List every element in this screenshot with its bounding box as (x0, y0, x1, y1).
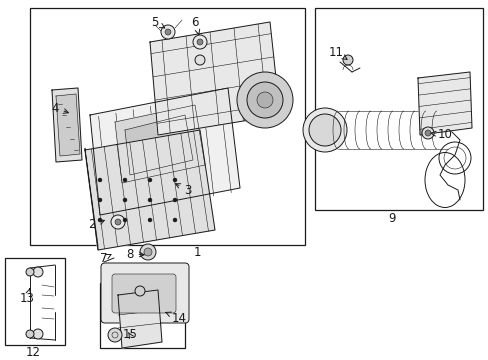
Circle shape (148, 178, 152, 182)
Circle shape (115, 219, 121, 225)
Polygon shape (85, 130, 215, 250)
Circle shape (26, 268, 34, 276)
Circle shape (161, 25, 175, 39)
Circle shape (135, 286, 145, 296)
Circle shape (342, 55, 352, 65)
Text: 6: 6 (191, 15, 199, 35)
Text: 9: 9 (387, 211, 395, 225)
Circle shape (173, 178, 177, 182)
Circle shape (246, 82, 283, 118)
Text: 15: 15 (122, 328, 137, 342)
Text: 14: 14 (165, 311, 186, 324)
Bar (5, 258, 65, 345)
Polygon shape (56, 94, 80, 156)
Polygon shape (90, 88, 240, 215)
Text: 7: 7 (100, 252, 111, 265)
Polygon shape (417, 72, 471, 135)
Text: 1: 1 (193, 247, 201, 260)
Circle shape (98, 218, 102, 222)
FancyBboxPatch shape (101, 263, 189, 323)
Circle shape (197, 39, 203, 45)
Circle shape (303, 108, 346, 152)
Text: 12: 12 (25, 346, 41, 360)
Circle shape (33, 267, 43, 277)
Circle shape (257, 92, 272, 108)
Polygon shape (52, 88, 82, 162)
Circle shape (164, 29, 171, 35)
Polygon shape (150, 22, 280, 135)
Circle shape (237, 72, 292, 128)
Circle shape (26, 330, 34, 338)
Circle shape (123, 218, 127, 222)
Circle shape (98, 178, 102, 182)
Circle shape (173, 218, 177, 222)
Circle shape (123, 178, 127, 182)
Circle shape (421, 127, 433, 139)
Text: 4: 4 (51, 102, 68, 114)
Polygon shape (115, 105, 204, 183)
Circle shape (111, 215, 125, 229)
Circle shape (140, 244, 156, 260)
Bar (100, 283, 184, 348)
Circle shape (148, 198, 152, 202)
Circle shape (193, 35, 206, 49)
Circle shape (148, 218, 152, 222)
Polygon shape (85, 148, 98, 250)
FancyBboxPatch shape (112, 274, 176, 313)
Text: 3: 3 (175, 184, 191, 197)
Circle shape (33, 329, 43, 339)
Circle shape (143, 248, 152, 256)
Text: 11: 11 (328, 45, 346, 59)
Circle shape (195, 55, 204, 65)
Text: 10: 10 (430, 129, 451, 141)
Polygon shape (125, 115, 193, 175)
Text: 13: 13 (20, 289, 34, 305)
Circle shape (308, 114, 340, 146)
Circle shape (123, 198, 127, 202)
Text: 5: 5 (151, 15, 164, 28)
Bar (314, 8, 482, 210)
Bar (30, 8, 305, 245)
Circle shape (173, 198, 177, 202)
Text: 2: 2 (88, 219, 104, 231)
Polygon shape (118, 290, 162, 348)
Text: 8: 8 (126, 248, 144, 261)
Circle shape (108, 328, 122, 342)
Circle shape (98, 198, 102, 202)
Circle shape (424, 130, 430, 136)
